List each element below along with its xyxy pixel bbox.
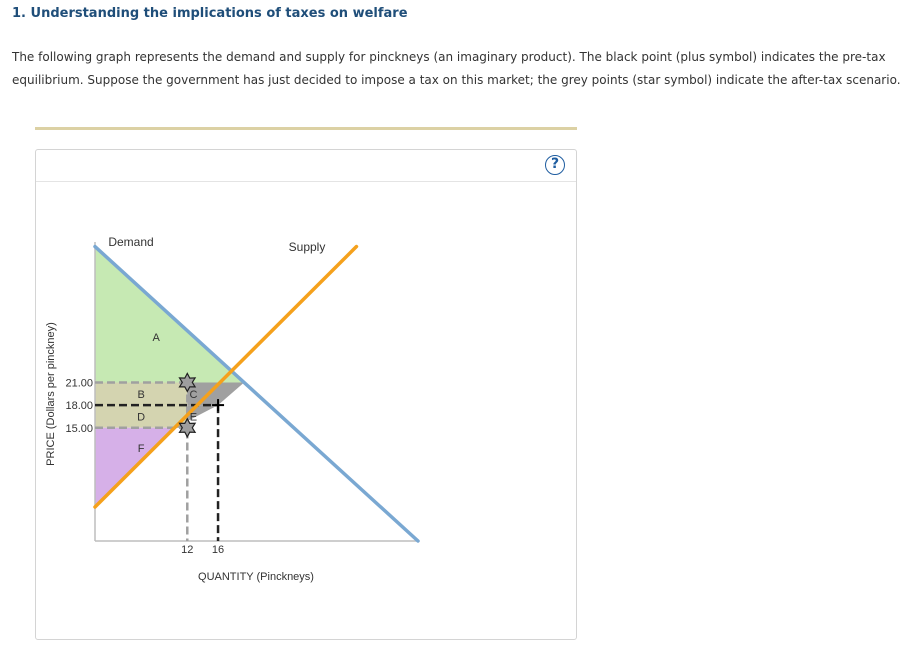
help-icon[interactable]: ? [545,155,565,175]
area-label-e: E [190,411,197,423]
y-tick-label: 15.00 [65,423,93,435]
area-b [95,382,188,406]
section-divider [35,127,577,130]
x-axis-label: QUANTITY (Pinckneys) [198,571,314,583]
question-text: The following graph represents the deman… [12,50,901,87]
x-tick-label: 16 [212,544,224,556]
supply-curve [93,244,359,509]
question-title: 1. Understanding the implications of tax… [12,6,408,21]
axes [94,242,418,542]
panel-header-divider [36,181,576,182]
area-label-b: B [137,389,144,401]
y-tick-label: 18.00 [65,400,93,412]
tick-labels: 21.00 18.00 15.00 12 16 [65,377,224,556]
area-e [174,405,219,428]
y-tick-label: 21.00 [65,377,93,389]
area-d [95,405,188,428]
welfare-areas [95,246,245,508]
area-label-f: F [138,443,145,455]
curves [93,244,420,543]
y-axis-label: PRICE (Dollars per pinckney) [45,322,57,466]
demand-label: Demand [108,235,153,249]
after-tax-buyer-point [178,372,197,393]
area-labels: Demand Supply A B C D E F [108,235,325,455]
demand-curve [93,244,420,543]
area-label-a: A [153,332,161,344]
after-tax-seller-point [178,417,197,439]
x-tick-label: 12 [181,544,193,556]
supply-label: Supply [289,240,326,254]
area-label-d: D [137,411,145,423]
markers [178,372,225,439]
area-label-c: C [189,389,197,401]
